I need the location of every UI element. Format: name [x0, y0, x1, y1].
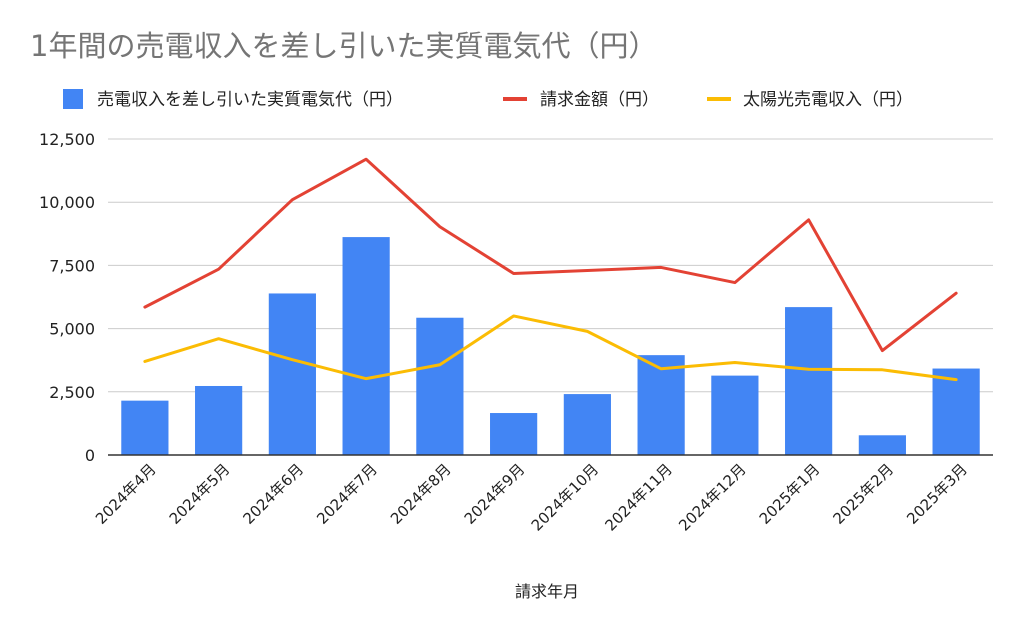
- y-tick-label: 10,000: [39, 193, 95, 212]
- y-tick-label: 12,500: [39, 130, 95, 149]
- legend-swatch-billing-line: [503, 97, 527, 101]
- bar[interactable]: [932, 368, 980, 455]
- legend-item-billing-line[interactable]: 請求金額（円）: [503, 90, 659, 110]
- legend-item-solar-line[interactable]: 太陽光売電収入（円）: [707, 90, 913, 110]
- y-axis-tick-labels: 0 2,500 5,000 7,500 10,000 12,500: [39, 130, 95, 465]
- bar[interactable]: [563, 394, 611, 455]
- x-tick-label: 2024年4月: [92, 460, 160, 528]
- x-tick-label: 2024年9月: [461, 460, 529, 528]
- legend-label-solar-line: 太陽光売電収入（円）: [743, 90, 913, 110]
- x-tick-label: 2024年6月: [240, 460, 308, 528]
- bar[interactable]: [416, 317, 464, 455]
- legend: 売電収入を差し引いた実質電気代（円） 請求金額（円） 太陽光売電収入（円）: [63, 89, 913, 110]
- bar[interactable]: [268, 293, 316, 455]
- x-tick-label: 2024年5月: [166, 460, 234, 528]
- line-series: [143, 157, 958, 382]
- x-axis-tick-labels: 2024年4月 2024年5月 2024年6月 2024年7月 2024年8月 2024年…: [92, 460, 971, 534]
- x-tick-label: 2025年3月: [903, 460, 971, 528]
- bar[interactable]: [195, 385, 243, 455]
- legend-swatch-bars: [63, 89, 83, 109]
- bar[interactable]: [711, 375, 759, 455]
- x-axis-title: 請求年月: [515, 582, 579, 601]
- x-tick-label: 2025年2月: [830, 460, 898, 528]
- x-tick-label: 2024年7月: [313, 460, 381, 528]
- y-tick-label: 2,500: [49, 383, 95, 402]
- bar[interactable]: [858, 435, 906, 455]
- x-tick-label: 2024年8月: [387, 460, 455, 528]
- bar[interactable]: [637, 355, 685, 455]
- y-tick-label: 5,000: [49, 320, 95, 339]
- legend-label-bars: 売電収入を差し引いた実質電気代（円）: [97, 90, 403, 110]
- legend-label-billing-line: 請求金額（円）: [540, 90, 659, 110]
- legend-swatch-solar-line: [707, 97, 731, 101]
- bar[interactable]: [342, 237, 390, 455]
- gridlines: [108, 138, 993, 393]
- y-tick-label: 7,500: [49, 256, 95, 275]
- chart-title: 1年間の売電収入を差し引いた実質電気代（円）: [30, 29, 657, 63]
- legend-item-bars[interactable]: 売電収入を差し引いた実質電気代（円）: [63, 89, 403, 110]
- x-tick-label: 2024年11月: [602, 460, 676, 534]
- x-tick-label: 2024年10月: [528, 460, 602, 534]
- bar[interactable]: [490, 413, 538, 455]
- x-tick-label: 2024年12月: [675, 460, 749, 534]
- bar[interactable]: [785, 307, 833, 455]
- bar-series: [121, 237, 980, 455]
- bar[interactable]: [121, 400, 169, 455]
- solar-income-line[interactable]: [143, 314, 958, 382]
- y-tick-label: 0: [85, 446, 95, 465]
- billing-amount-line[interactable]: [143, 157, 958, 353]
- x-tick-label: 2025年1月: [756, 460, 824, 528]
